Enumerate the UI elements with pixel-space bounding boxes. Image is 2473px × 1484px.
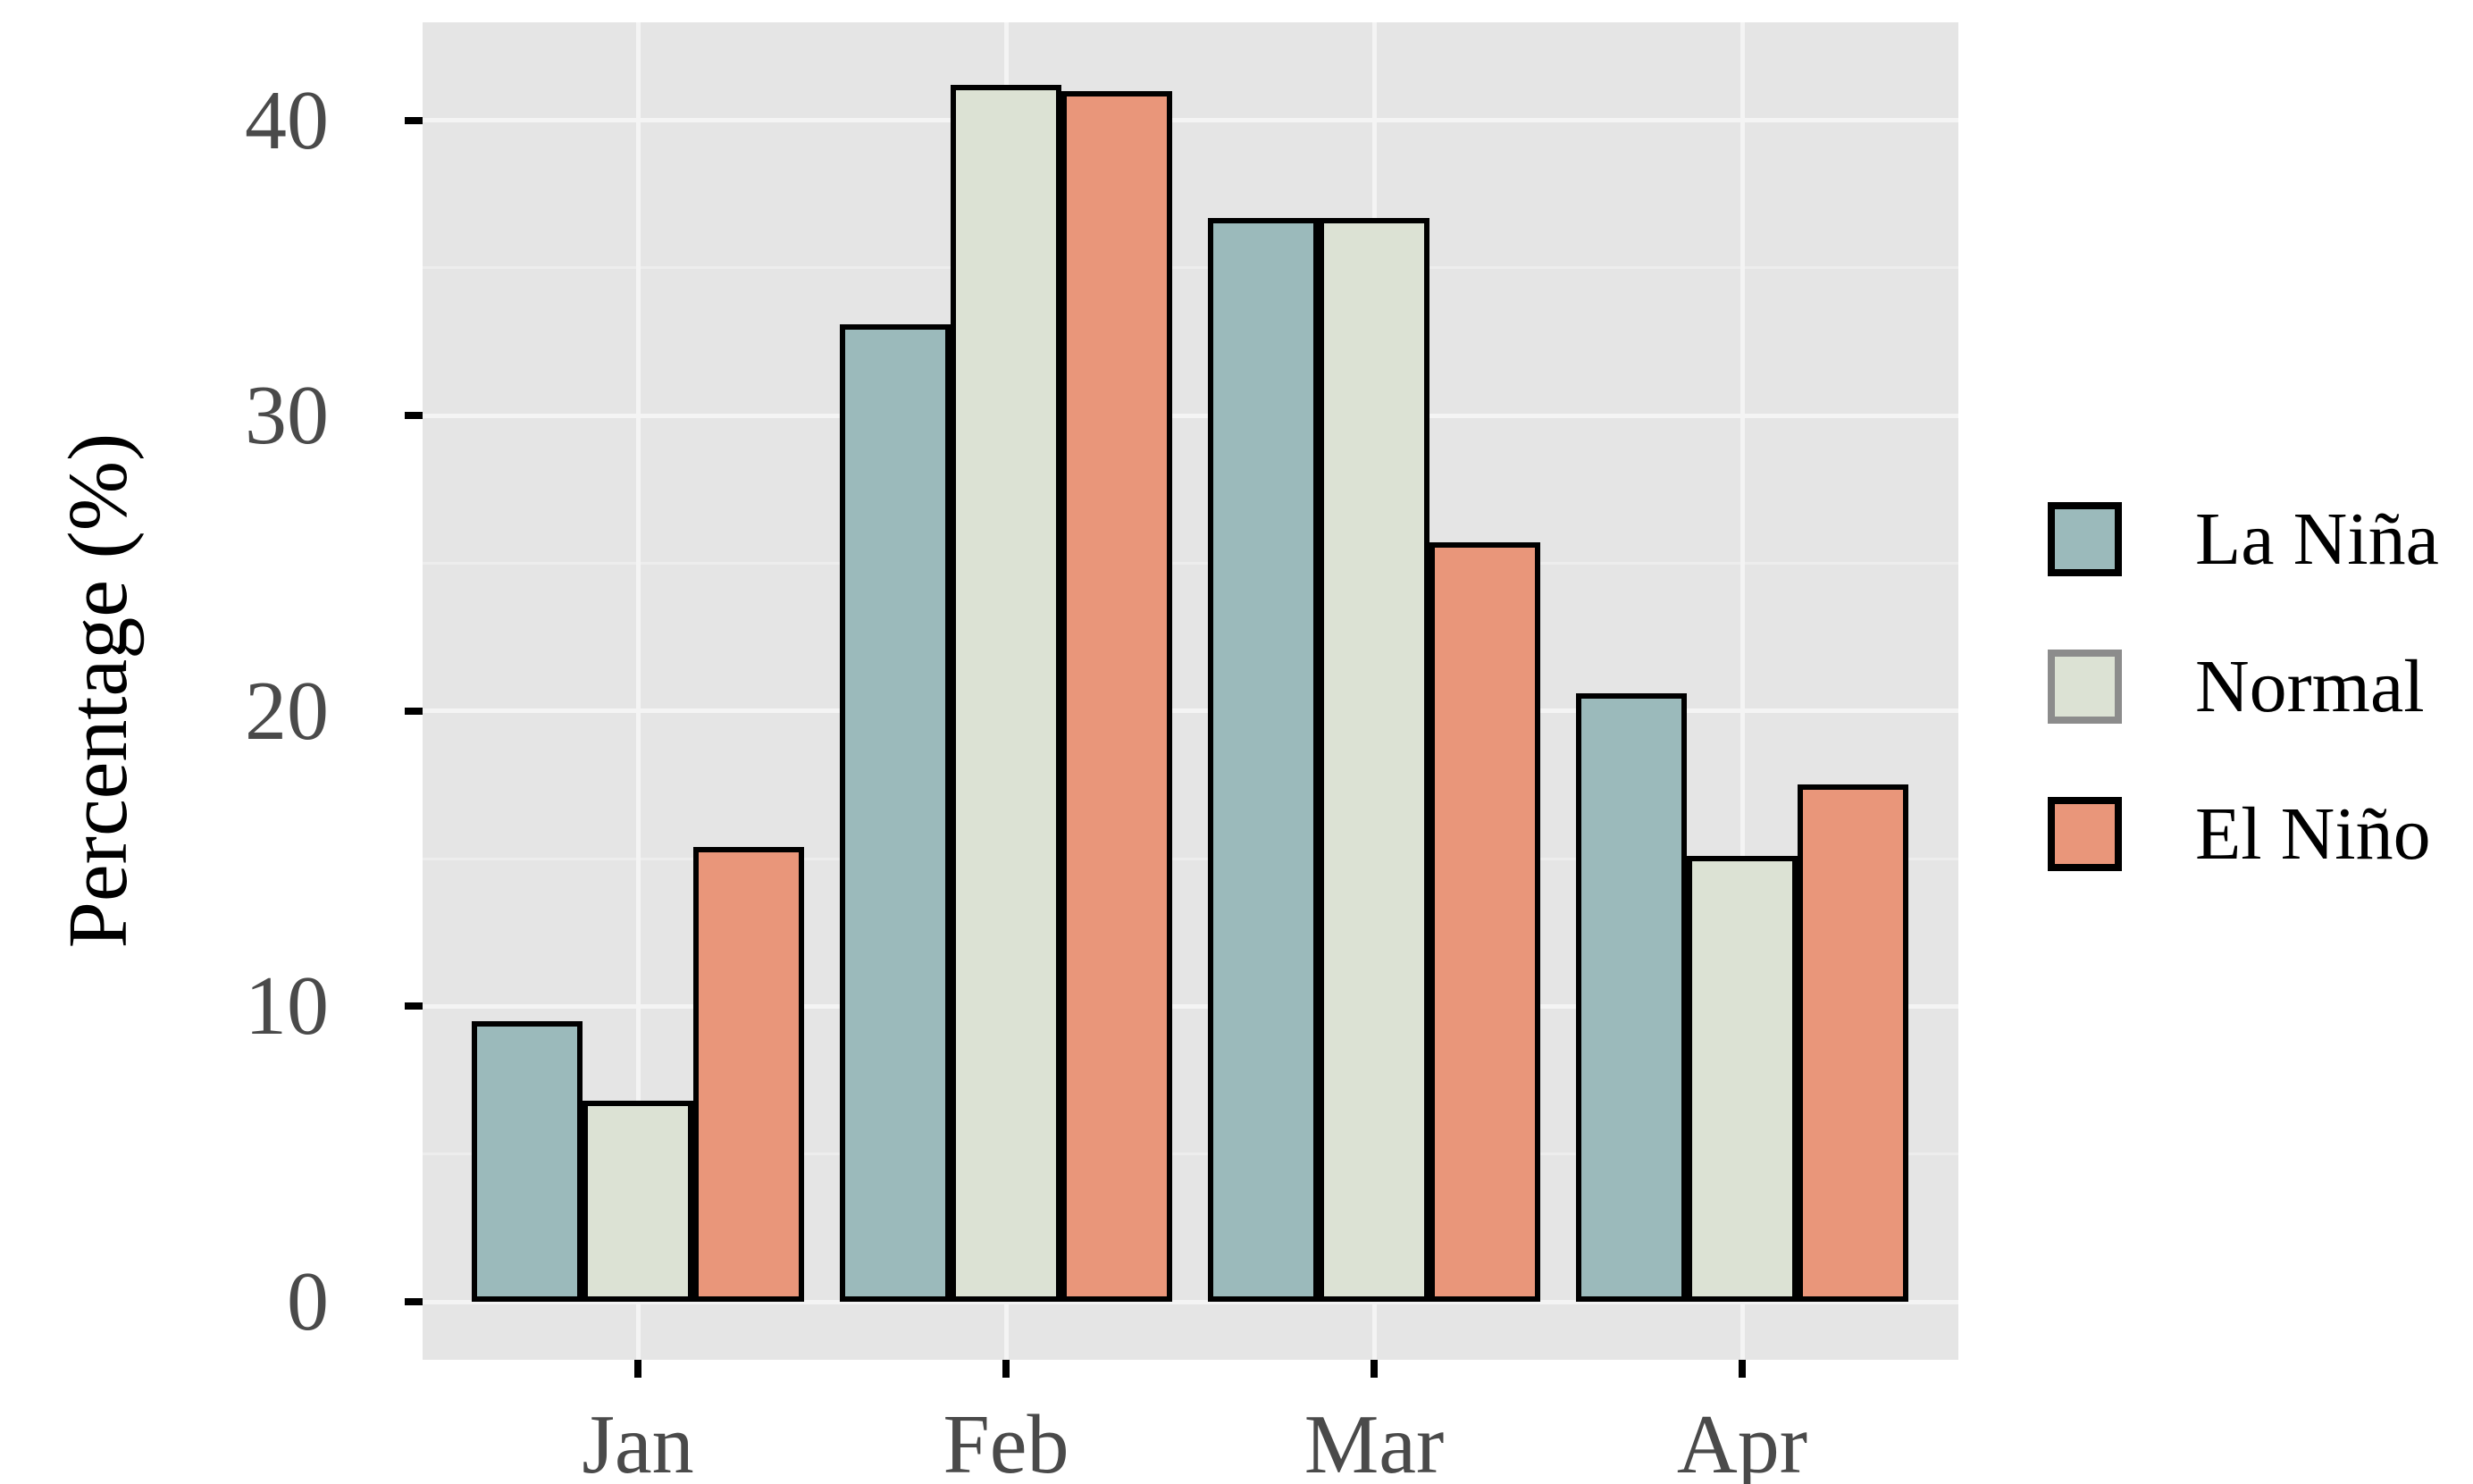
x-tick-jan — [634, 1360, 641, 1378]
bar-jan-normal — [583, 1101, 693, 1302]
gridline-vertical-jan — [635, 22, 641, 1360]
bar-feb-la-nina — [840, 323, 951, 1302]
x-tick-label-feb: Feb — [943, 1398, 1069, 1484]
y-tick-0 — [405, 1298, 423, 1305]
legend-label-la-nina: La Niña — [2195, 498, 2439, 581]
x-tick-label-jan: Jan — [582, 1398, 694, 1484]
bar-apr-la-nina — [1576, 692, 1688, 1302]
y-tick-label-40: 40 — [245, 73, 329, 167]
gridline-minor-15 — [423, 857, 1958, 860]
gridline-vertical-apr — [1739, 22, 1745, 1360]
bar-mar-el-nino — [1429, 542, 1540, 1302]
y-tick-20 — [405, 707, 423, 715]
gridline-major-40 — [423, 118, 1958, 123]
legend-label-el-nino: El Niño — [2195, 792, 2431, 876]
y-tick-label-20: 20 — [245, 664, 329, 758]
legend-swatch-normal — [2048, 650, 2122, 724]
gridline-major-10 — [423, 1003, 1958, 1009]
legend-label-normal: Normal — [2195, 645, 2425, 728]
gridline-major-30 — [423, 413, 1958, 418]
bar-apr-normal — [1687, 855, 1798, 1302]
gridline-major-20 — [423, 708, 1958, 714]
gridline-minor-35 — [423, 266, 1958, 270]
y-tick-30 — [405, 412, 423, 420]
gridline-minor-25 — [423, 562, 1958, 565]
y-tick-10 — [405, 1002, 423, 1010]
bar-apr-el-nino — [1797, 784, 1908, 1302]
x-tick-feb — [1002, 1360, 1010, 1378]
bar-mar-la-nina — [1208, 217, 1320, 1302]
bar-jan-el-nino — [692, 846, 804, 1302]
bar-feb-el-nino — [1060, 90, 1172, 1302]
bar-jan-la-nina — [472, 1020, 583, 1302]
legend-swatch-la-nina — [2048, 502, 2122, 576]
gridline-major-0 — [423, 1299, 1958, 1304]
x-tick-label-mar: Mar — [1304, 1398, 1445, 1484]
y-tick-label-30: 30 — [245, 369, 329, 463]
y-tick-40 — [405, 116, 423, 124]
bar-feb-normal — [951, 84, 1061, 1302]
plot-panel — [423, 22, 1958, 1360]
y-tick-label-10: 10 — [245, 960, 329, 1053]
y-tick-label-0: 0 — [287, 1255, 329, 1348]
x-tick-mar — [1371, 1360, 1378, 1378]
bar-mar-normal — [1319, 217, 1429, 1302]
legend-swatch-el-nino — [2048, 797, 2122, 871]
x-tick-label-apr: Apr — [1676, 1398, 1808, 1484]
x-tick-apr — [1739, 1360, 1746, 1378]
gridline-minor-5 — [423, 1153, 1958, 1156]
